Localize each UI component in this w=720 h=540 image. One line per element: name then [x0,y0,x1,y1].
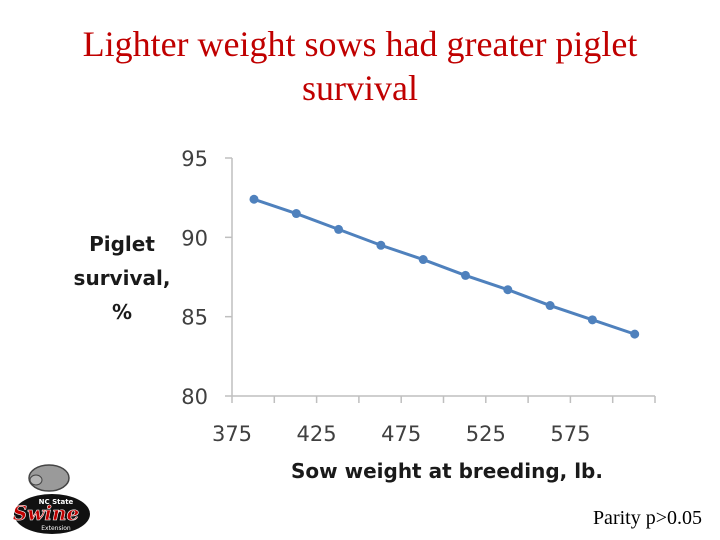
data-point [418,255,428,265]
data-point [503,285,513,295]
series-line [253,197,636,336]
y-tick-label: 80 [181,385,208,409]
data-point [249,194,259,204]
data-point [587,315,597,325]
data-point [545,301,555,311]
pig-snout-icon [29,474,43,486]
y-tick-label: 95 [181,147,208,171]
slide-title: Lighter weight sows had greater piglet s… [0,22,720,110]
data-point [291,209,301,219]
x-tick-label: 375 [212,422,252,446]
logo-text-top: NC State [39,498,74,506]
parity-note: Parity p>0.05 [592,507,702,529]
slide-title-line-2: survival [302,68,418,108]
data-point [630,329,640,339]
logo-text-main: Swine [13,501,80,525]
logo-text-bottom: Extension [41,525,71,532]
logo-badge [14,494,90,534]
x-tick-label: 425 [297,422,337,446]
y-axis-title-line-2: survival, [74,266,171,290]
x-tick-label: 525 [466,422,506,446]
nc-state-swine-extension-logo: NC State Swine Extension [12,464,90,534]
x-tick-label: 475 [381,422,421,446]
y-tick-label: 90 [181,226,208,250]
data-point [334,224,344,234]
y-axis-title-line-3: % [112,300,132,324]
y-tick-label: 85 [181,306,208,330]
y-axis-title-line-1: Piglet [89,232,155,256]
x-axis-title: Sow weight at breeding, lb. [291,459,603,483]
series-group [249,194,640,339]
slide-title-line-1: Lighter weight sows had greater piglet [82,24,638,64]
chart-axes [231,158,655,397]
x-tick-label: 575 [550,422,590,446]
data-point [376,240,386,250]
data-point [460,270,470,280]
y-axis-title: Piglet survival, % [74,232,171,324]
